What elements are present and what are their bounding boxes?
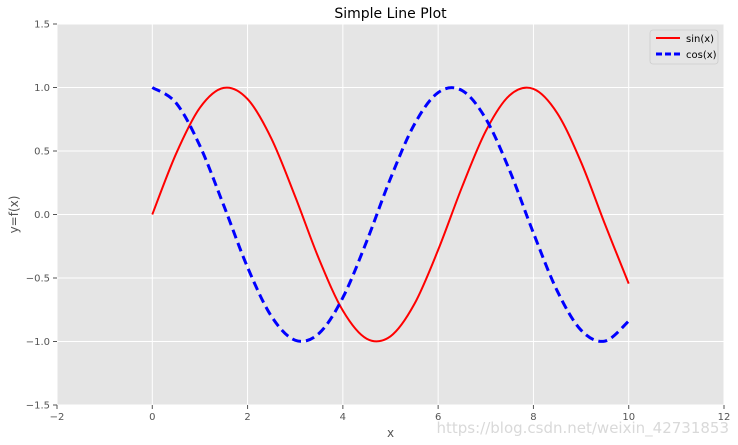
- x-tick-label: 6: [435, 412, 441, 423]
- axis-ticks: −2 0 2 4 6 8 10 12 −1.5 −1.0 −0.5 0.0 0.5 1.0 1.5: [26, 20, 731, 424]
- y-tick-label: 1.0: [34, 83, 50, 94]
- legend-label-sin: sin(x): [686, 34, 714, 45]
- legend-label-cos: cos(x): [686, 50, 717, 61]
- series-line-sin: [151, 86, 630, 343]
- watermark: https://blog.csdn.net/weixin_42731853: [436, 419, 729, 438]
- y-tick-label: −0.5: [26, 274, 50, 285]
- x-tick-label: 8: [530, 412, 536, 423]
- x-tick-label: 4: [340, 412, 346, 423]
- legend: sin(x) cos(x): [649, 29, 719, 65]
- x-tick-label: 0: [149, 412, 155, 423]
- y-tick-label: −1.0: [26, 337, 50, 348]
- y-tick-label: 0.5: [34, 147, 50, 158]
- grid-lines: [56, 23, 725, 406]
- x-axis-label: x: [387, 426, 394, 440]
- chart-title: Simple Line Plot: [334, 6, 447, 22]
- x-tick-label: 10: [622, 412, 635, 423]
- series-line-cos: [151, 86, 630, 343]
- y-axis-label: y=f(x): [7, 196, 21, 234]
- series-lines: [151, 86, 630, 343]
- y-tick-label: −1.5: [26, 401, 50, 412]
- x-tick-label: 12: [718, 412, 731, 423]
- y-tick-label: 1.5: [34, 20, 50, 31]
- y-tick-label: 0.0: [34, 210, 50, 221]
- x-tick-label: 2: [244, 412, 250, 423]
- x-tick-label: −2: [50, 412, 65, 423]
